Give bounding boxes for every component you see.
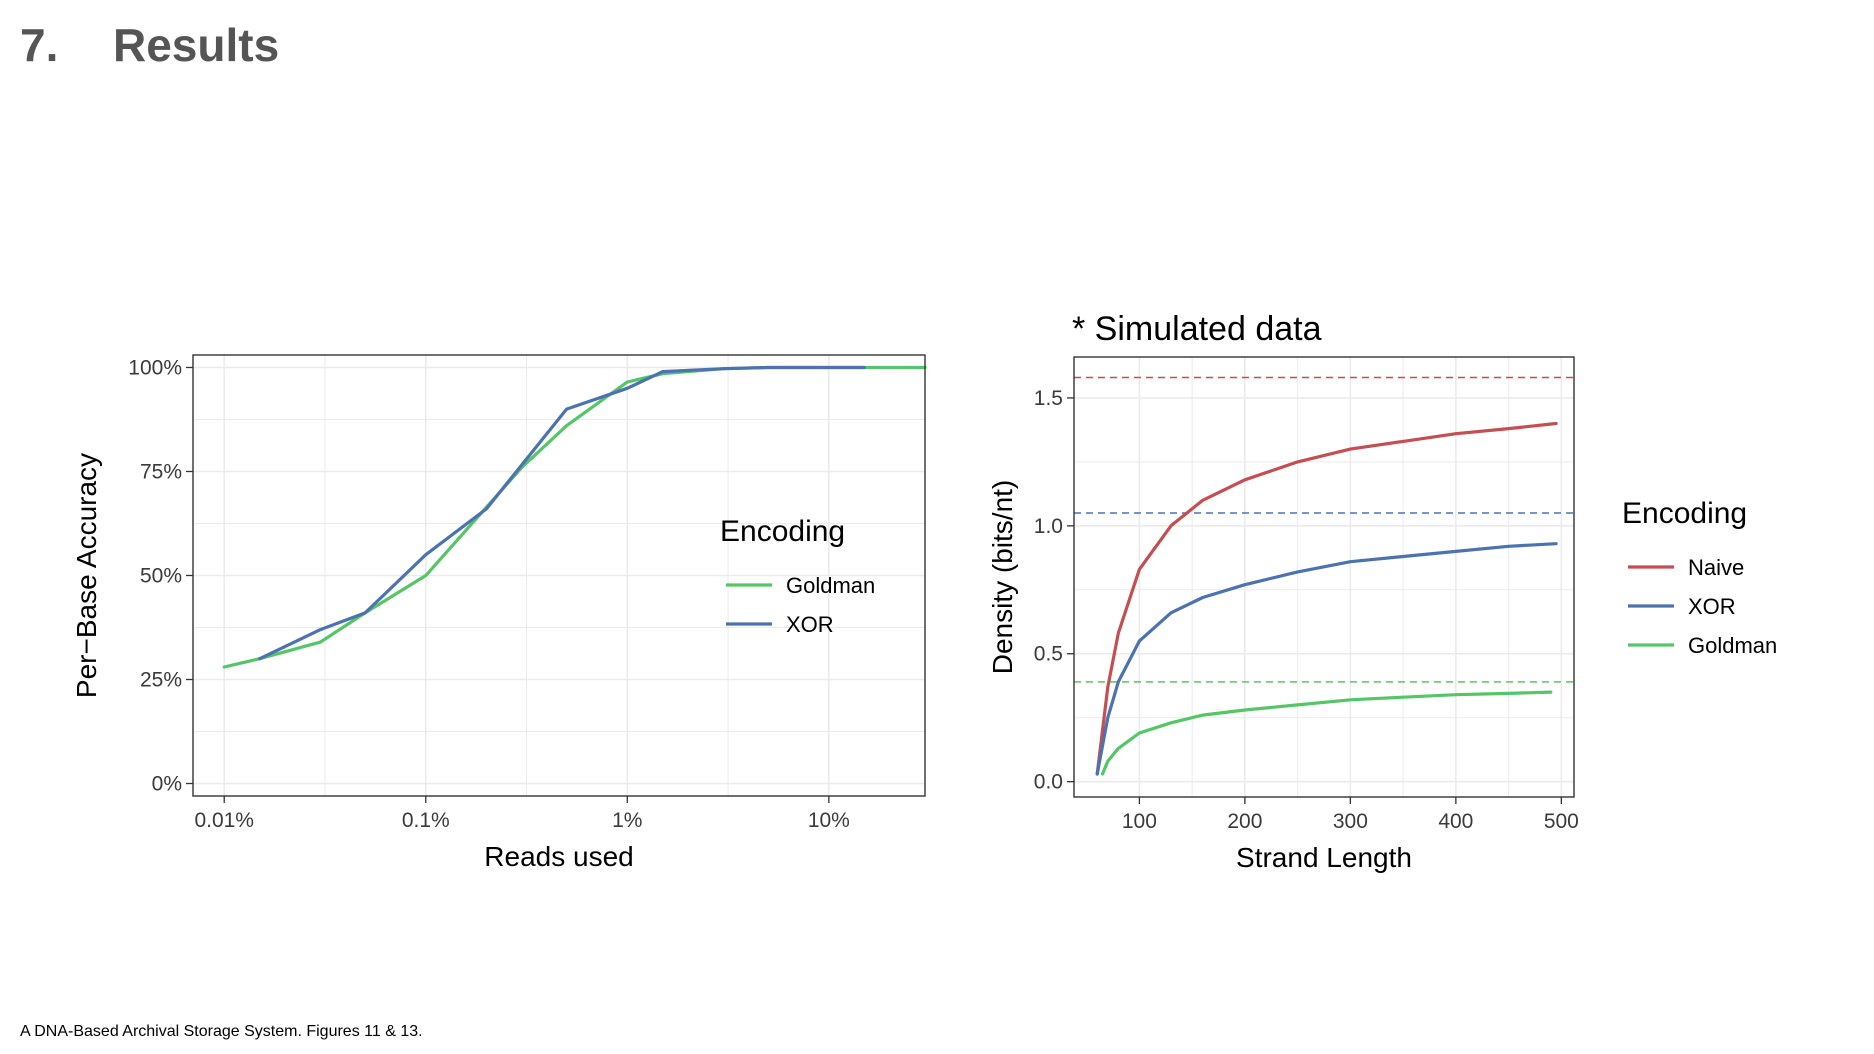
- y-tick-label: 75%: [140, 460, 182, 483]
- slide-number: 7.: [20, 19, 59, 71]
- y-tick-label: 1.0: [1034, 515, 1063, 538]
- plot-frame: [1073, 356, 1575, 798]
- legend-label: Goldman: [786, 573, 875, 598]
- y-tick-label: 0.0: [1034, 771, 1063, 794]
- series-line-xor: [258, 365, 866, 661]
- x-tick-label: 500: [1544, 810, 1579, 833]
- plot-frame: [192, 354, 926, 797]
- y-tick-label: 0%: [152, 773, 182, 796]
- slide-title-text: Results: [113, 19, 280, 71]
- series-line-naive: [1095, 421, 1558, 776]
- x-tick-label: 300: [1333, 810, 1368, 833]
- density-chart: 0.0 0.5 1.0 1.5 100 200 300 400 500 Strand Length…: [987, 356, 1777, 873]
- x-tick-label: 10%: [808, 809, 850, 832]
- accuracy-chart: 0% 25% 50% 75% 100% 0.01% 0.1% 1% 10% Reads used P…: [71, 354, 927, 872]
- x-tick-label: 0.01%: [194, 809, 254, 832]
- grid-lines: [1074, 357, 1574, 797]
- x-axis-title: Reads used: [484, 841, 633, 872]
- x-tick-label: 200: [1227, 810, 1262, 833]
- x-tick-label: 0.1%: [402, 809, 450, 832]
- grid-lines: [193, 355, 925, 796]
- series-line-goldman: [1100, 690, 1553, 776]
- x-axis-title: Strand Length: [1236, 842, 1412, 873]
- y-tick-label: 100%: [128, 356, 182, 379]
- x-tick-label: 400: [1438, 810, 1473, 833]
- legend-label: Naive: [1688, 555, 1744, 580]
- x-tick-label: 100: [1122, 810, 1157, 833]
- legend: Encoding Goldman XOR: [720, 515, 875, 637]
- legend: Encoding Naive XOR Goldman: [1622, 497, 1777, 658]
- legend-label: Goldman: [1688, 633, 1777, 658]
- figure-caption: A DNA-Based Archival Storage System. Fig…: [20, 1023, 423, 1040]
- legend-title: Encoding: [1622, 497, 1747, 530]
- y-tick-label: 1.5: [1034, 387, 1063, 410]
- y-tick-label: 50%: [140, 565, 182, 588]
- y-axis-title: Per−Base Accuracy: [71, 453, 102, 698]
- x-tick-label: 1%: [612, 809, 642, 832]
- slide-title: 7. Results: [20, 18, 279, 72]
- legend-title: Encoding: [720, 515, 845, 548]
- legend-label: XOR: [786, 612, 834, 637]
- simulated-data-note: * Simulated data: [1072, 310, 1322, 348]
- legend-label: XOR: [1688, 594, 1736, 619]
- y-axis-title: Density (bits/nt): [987, 480, 1018, 675]
- series-line-xor: [1095, 542, 1558, 776]
- y-tick-label: 0.5: [1034, 643, 1063, 666]
- y-tick-label: 25%: [140, 669, 182, 692]
